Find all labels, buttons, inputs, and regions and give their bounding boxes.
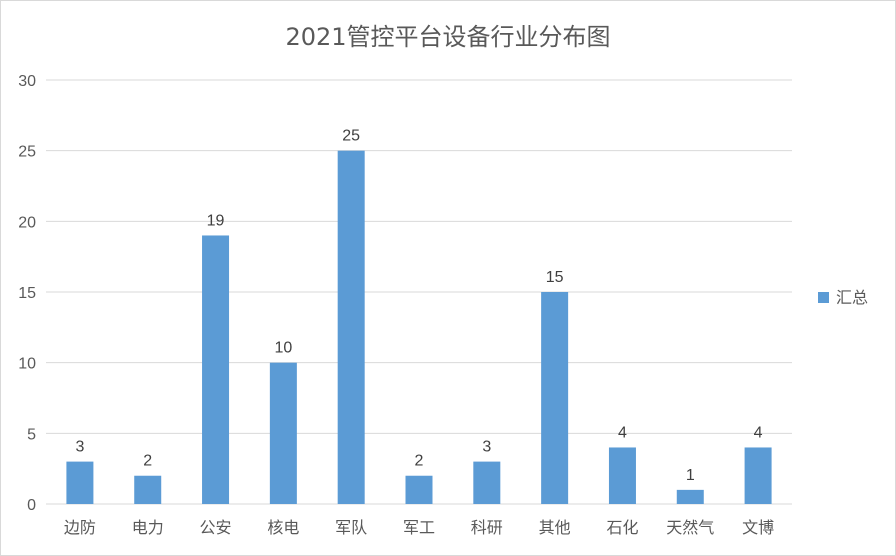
y-axis-ticks: 0 5 10 15 20 25 30 bbox=[18, 73, 36, 514]
x-category-label: 电力 bbox=[132, 518, 164, 537]
data-label: 15 bbox=[546, 269, 564, 286]
bar bbox=[541, 292, 569, 504]
data-label: 19 bbox=[207, 212, 225, 229]
data-label: 1 bbox=[686, 467, 695, 484]
bars bbox=[66, 150, 772, 504]
x-category-label: 核电 bbox=[267, 518, 299, 537]
bar bbox=[66, 461, 94, 504]
bar bbox=[269, 362, 297, 504]
legend-label: 汇总 bbox=[836, 288, 868, 307]
data-label: 3 bbox=[482, 439, 491, 456]
bar bbox=[405, 475, 433, 504]
y-tick-label: 20 bbox=[18, 214, 36, 231]
x-category-label: 军工 bbox=[403, 518, 435, 537]
bar bbox=[337, 150, 365, 504]
bar bbox=[202, 235, 230, 504]
x-category-label: 其他 bbox=[539, 518, 571, 537]
data-labels: 3 2 19 10 25 2 3 15 4 1 4 bbox=[75, 128, 762, 484]
bar bbox=[676, 489, 704, 504]
gridlines bbox=[46, 79, 792, 505]
chart-title: 2021管控平台设备行业分布图 bbox=[285, 23, 610, 51]
data-label: 3 bbox=[75, 439, 84, 456]
data-label: 25 bbox=[342, 128, 360, 145]
y-tick-label: 10 bbox=[18, 356, 36, 373]
x-category-label: 文博 bbox=[742, 518, 774, 537]
y-tick-label: 15 bbox=[18, 285, 36, 302]
y-tick-label: 30 bbox=[18, 73, 36, 90]
x-axis-categories: 边防 电力 公安 核电 军队 军工 科研 其他 石化 天然气 文博 bbox=[64, 518, 774, 537]
x-category-label: 边防 bbox=[64, 518, 96, 537]
bar bbox=[608, 447, 636, 504]
bar bbox=[134, 475, 162, 504]
x-category-label: 公安 bbox=[200, 518, 232, 537]
data-label: 2 bbox=[143, 453, 152, 470]
data-label: 4 bbox=[754, 424, 763, 441]
data-label: 2 bbox=[415, 453, 424, 470]
x-category-label: 军队 bbox=[335, 518, 367, 537]
legend-swatch bbox=[818, 292, 829, 303]
y-tick-label: 5 bbox=[27, 426, 36, 443]
bar bbox=[744, 447, 772, 504]
x-category-label: 天然气 bbox=[666, 518, 714, 537]
x-category-label: 科研 bbox=[471, 518, 503, 537]
x-category-label: 石化 bbox=[606, 518, 638, 537]
y-tick-label: 0 bbox=[27, 497, 36, 514]
data-label: 10 bbox=[274, 340, 292, 357]
bar bbox=[473, 461, 501, 504]
y-tick-label: 25 bbox=[18, 144, 36, 161]
legend: 汇总 bbox=[818, 288, 868, 307]
data-label: 4 bbox=[618, 424, 627, 441]
